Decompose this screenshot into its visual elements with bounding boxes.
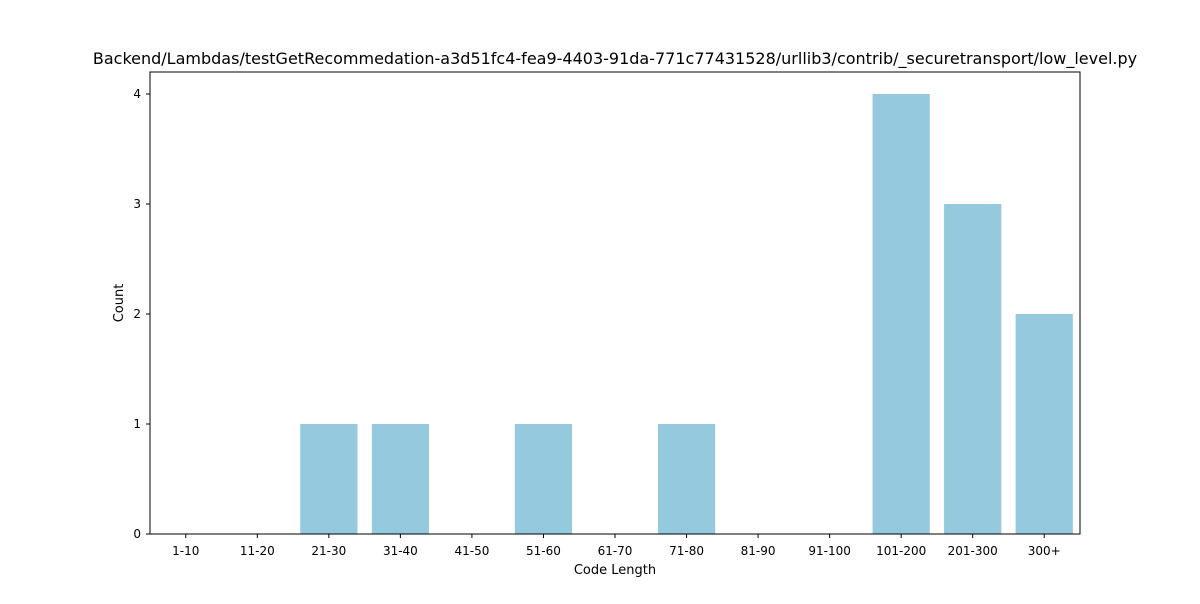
bar-201-300	[944, 204, 1002, 534]
x-tick-label: 41-50	[454, 544, 489, 558]
x-tick-label: 101-200	[876, 544, 926, 558]
plot-frame	[149, 71, 1081, 535]
x-tick-label: 61-70	[598, 544, 633, 558]
x-tick-label: 51-60	[526, 544, 561, 558]
y-tick-label: 3	[133, 197, 141, 211]
y-tick-label: 4	[133, 87, 141, 101]
x-tick-label: 201-300	[948, 544, 998, 558]
y-tick-label: 2	[133, 307, 141, 321]
y-tick-label: 1	[133, 417, 141, 431]
x-tick-label: 21-30	[311, 544, 346, 558]
x-tick-label: 1-10	[172, 544, 199, 558]
chart-title: Backend/Lambdas/testGetRecommedation-a3d…	[93, 49, 1137, 69]
x-axis-ticks: 1-10 11-20 21-30 31-40 41-50 51-60 61-70 71-80 8…	[172, 534, 1061, 558]
bar-101-200	[872, 94, 930, 534]
x-tick-label: 300+	[1028, 544, 1061, 558]
bar-31-40	[371, 424, 429, 534]
x-axis-label: Code Length	[574, 563, 656, 578]
x-tick-label: 81-90	[741, 544, 776, 558]
bars-layer	[300, 94, 1073, 534]
bar-300+	[1015, 314, 1073, 534]
x-tick-label: 71-80	[669, 544, 704, 558]
bar-51-60	[514, 424, 573, 534]
y-tick-label: 0	[133, 527, 141, 541]
y-axis-ticks: 0 1 2 3 4	[133, 87, 150, 541]
x-tick-label: 11-20	[240, 544, 275, 558]
bar-21-30	[300, 424, 358, 534]
x-tick-label: 31-40	[383, 544, 418, 558]
bar-71-80	[657, 424, 716, 534]
x-tick-label: 91-100	[808, 544, 851, 558]
y-axis-label: Count	[112, 284, 127, 323]
